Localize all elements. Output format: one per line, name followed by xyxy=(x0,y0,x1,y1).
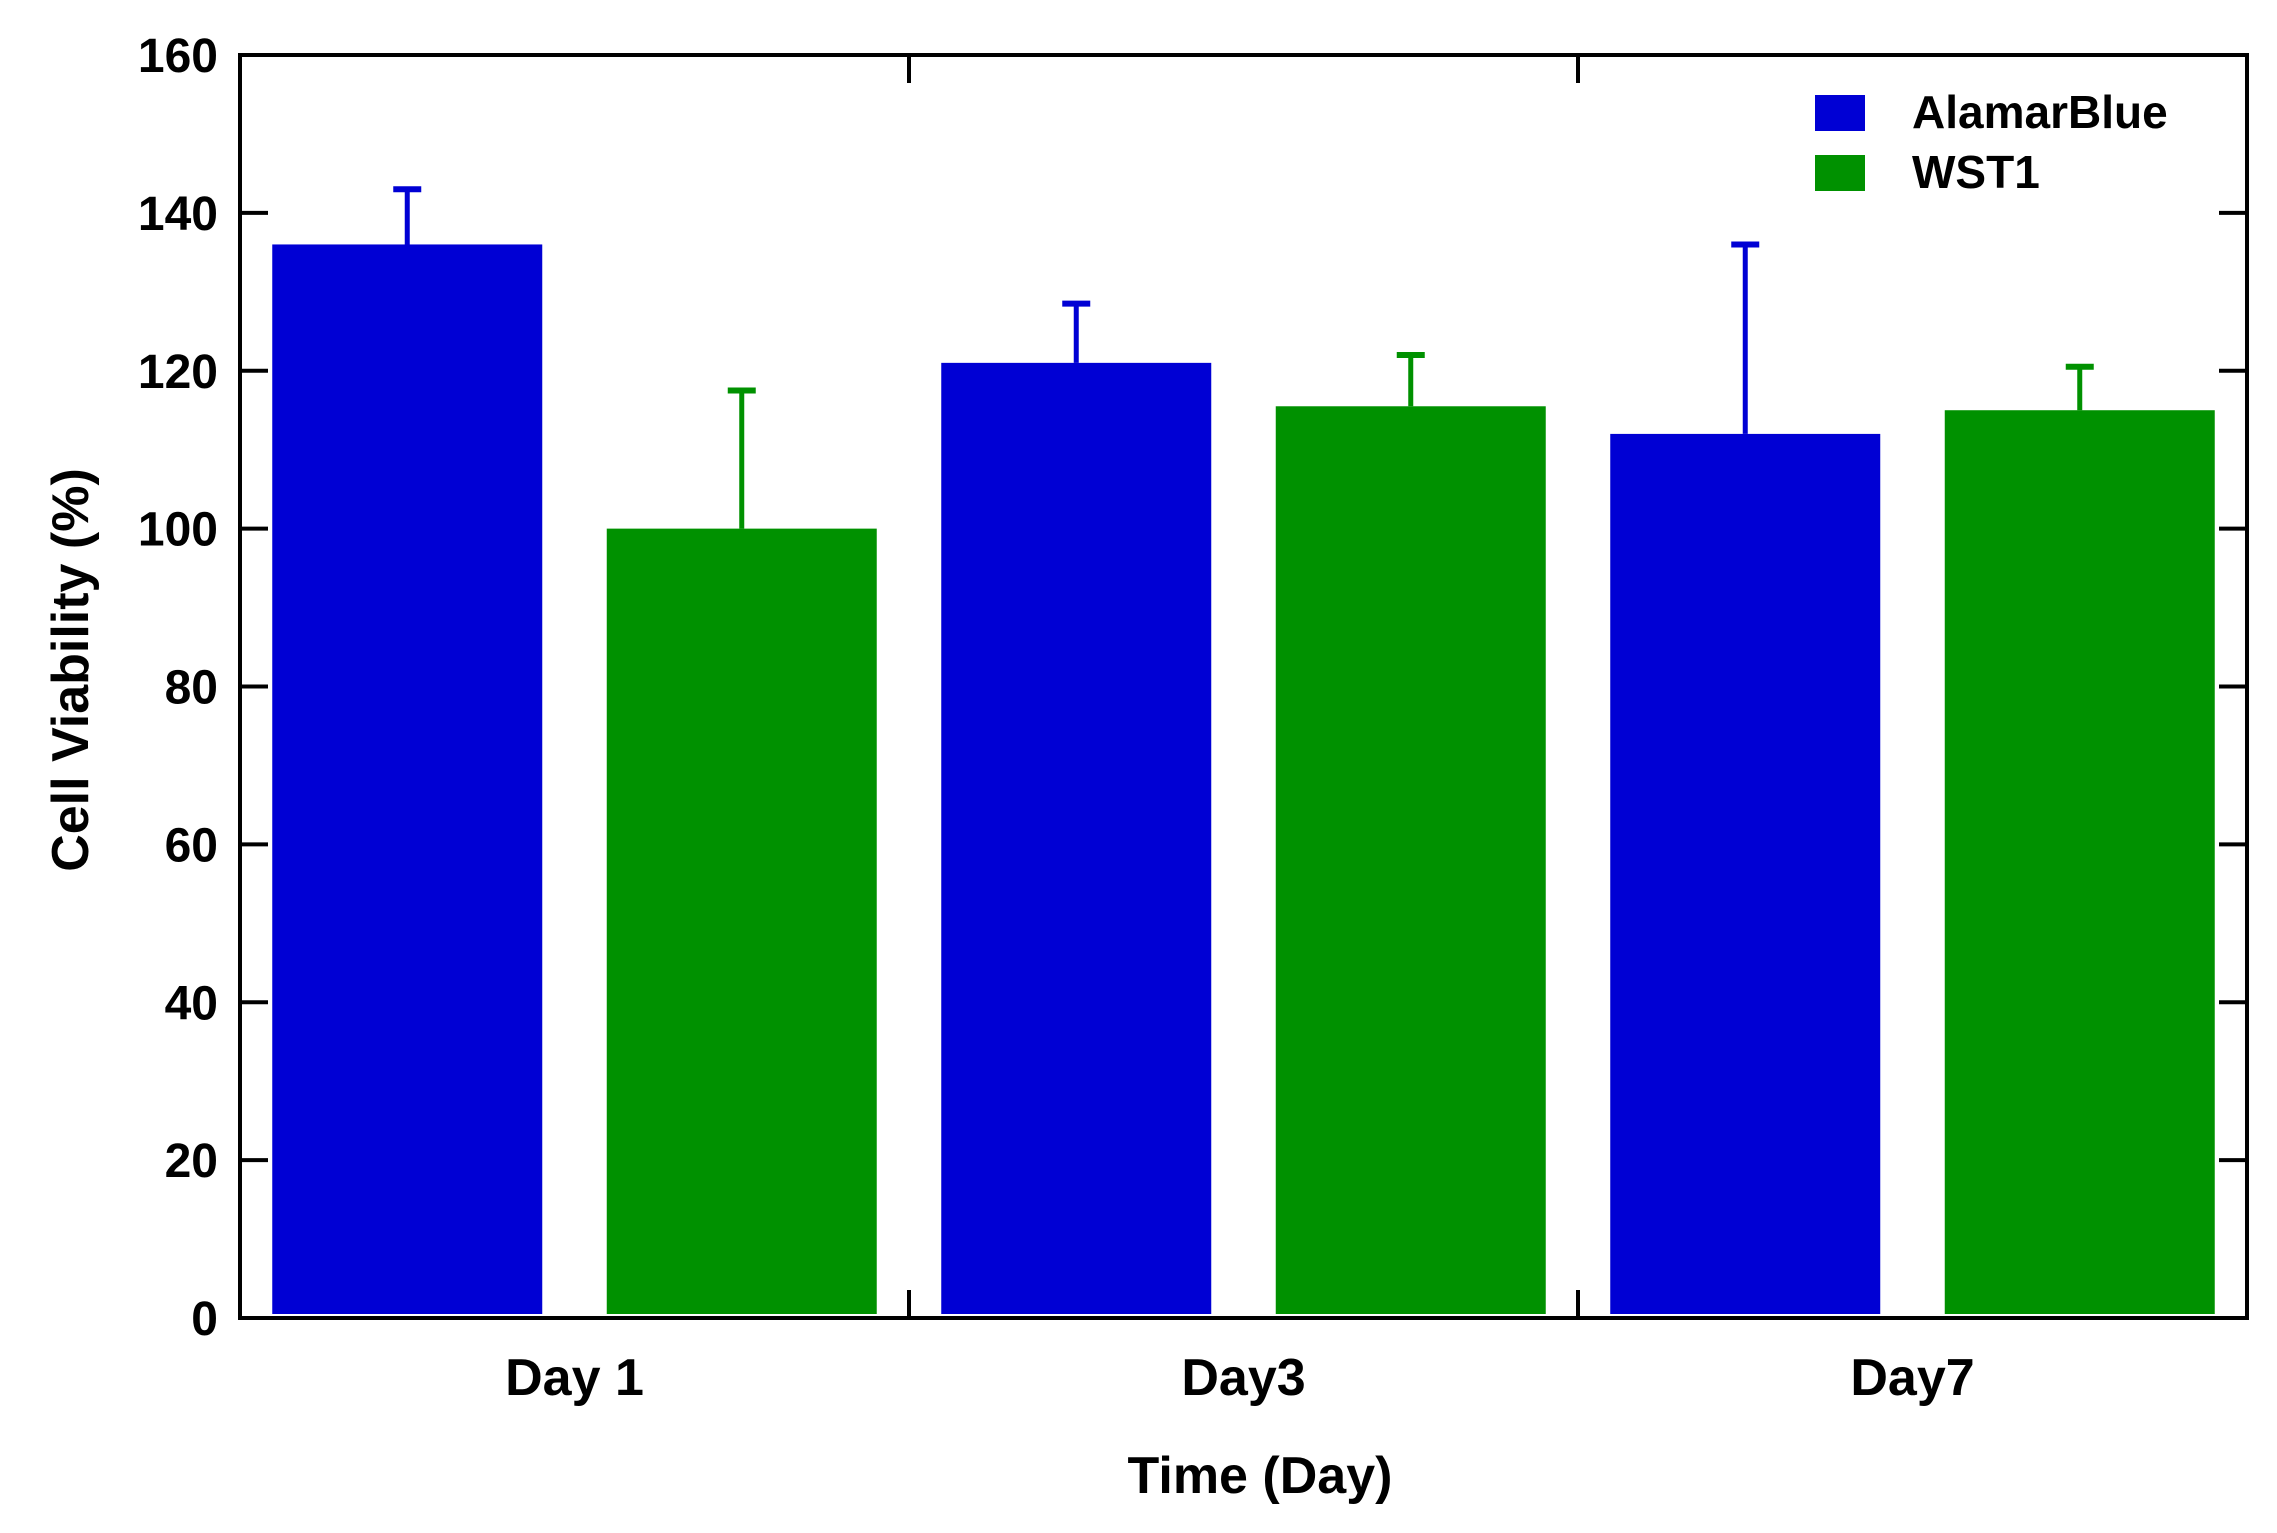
y-tick-label: 100 xyxy=(138,504,218,557)
x-tick-label: Day3 xyxy=(1181,1349,1305,1407)
error-bars-layer xyxy=(393,186,2094,529)
y-tick-label: 160 xyxy=(138,30,218,83)
ticks-layer xyxy=(240,53,2247,1320)
bar-wst1-day3 xyxy=(1275,406,1546,1315)
bars-layer xyxy=(272,244,2215,1315)
x-tick-label: Day 1 xyxy=(505,1349,644,1407)
bar-alamarblue-day-1 xyxy=(272,244,543,1315)
legend: AlamarBlue WST1 xyxy=(1815,86,2168,198)
bar-alamarblue-day3 xyxy=(941,362,1212,1314)
legend-label-wst1: WST1 xyxy=(1912,146,2040,198)
x-tick-label: Day7 xyxy=(1850,1349,1974,1407)
legend-swatch-wst1 xyxy=(1815,155,1865,191)
x-axis-title: Time (Day) xyxy=(1128,1447,1393,1505)
y-axis-title: Cell Viability (%) xyxy=(42,468,100,872)
legend-swatch-alamarblue xyxy=(1815,95,1865,131)
y-tick-label: 140 xyxy=(138,188,218,241)
bar-wst1-day7 xyxy=(1944,410,2215,1314)
y-tick-label: 0 xyxy=(191,1293,218,1346)
bar-alamarblue-day7 xyxy=(1610,433,1881,1314)
y-tick-label: 80 xyxy=(165,662,218,715)
y-tick-label: 60 xyxy=(165,819,218,872)
bar-wst1-day-1 xyxy=(606,528,877,1314)
y-tick-label: 40 xyxy=(165,977,218,1030)
y-tick-label: 120 xyxy=(138,346,218,399)
y-tick-label: 20 xyxy=(165,1135,218,1188)
legend-label-alamarblue: AlamarBlue xyxy=(1912,86,2168,138)
tick-labels-layer: Day 1 Day3 Day7 0 20 40 60 80 100 120 140 160 xyxy=(138,30,1975,1407)
